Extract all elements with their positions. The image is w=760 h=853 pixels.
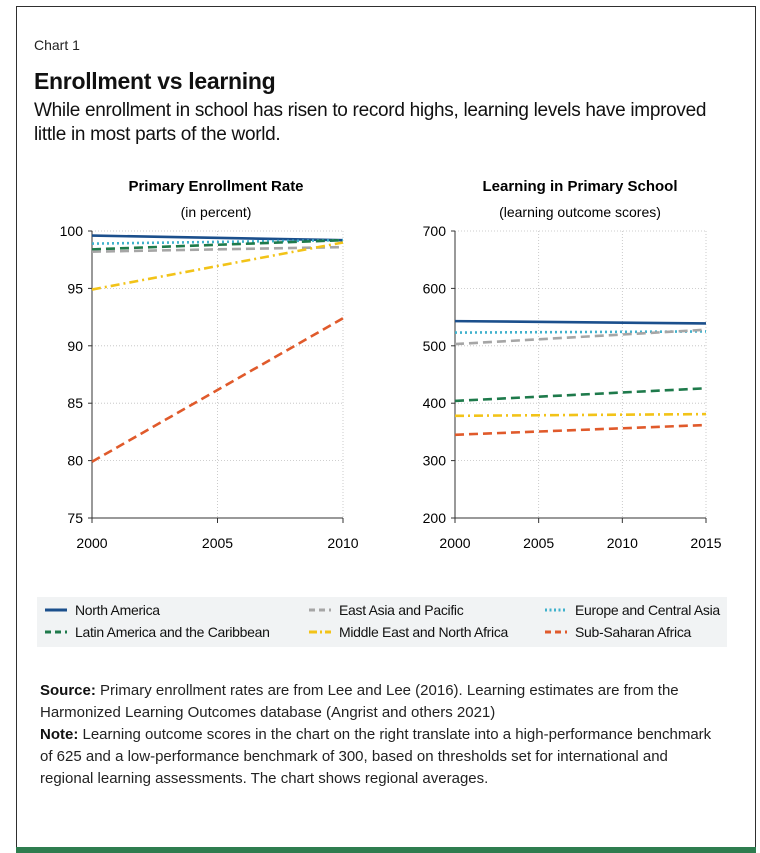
chart-panel-1: Primary Enrollment Rate (in percent) 75 80 8… xyxy=(60,178,359,551)
y-tick-label: 95 xyxy=(67,280,83,296)
legend-item-north-america: North America xyxy=(45,601,160,619)
legend-item-middle-east: Middle East and North Africa xyxy=(309,623,508,641)
legend-item-sub-saharan: Sub-Saharan Africa xyxy=(545,623,691,641)
panel-subtitle: (in percent) xyxy=(181,204,252,220)
y-tick-label: 90 xyxy=(67,338,83,354)
legend-item-latin-america: Latin America and the Caribbean xyxy=(45,623,270,641)
y-tick-label: 80 xyxy=(67,453,83,469)
legend-label: North America xyxy=(75,602,160,618)
y-tick-label: 600 xyxy=(423,280,447,296)
chart-title: Enrollment vs learning xyxy=(34,68,276,94)
legend-item-europe: Europe and Central Asia xyxy=(545,601,720,619)
legend-swatch xyxy=(545,630,567,634)
y-tick-label: 85 xyxy=(67,395,83,411)
legend: North America Latin America and the Carib… xyxy=(37,597,727,647)
x-tick-label: 2000 xyxy=(76,535,107,551)
x-tick-label: 2005 xyxy=(202,535,233,551)
legend-swatch xyxy=(309,630,331,634)
x-tick-label: 2000 xyxy=(439,535,470,551)
series-line-europe xyxy=(91,238,344,245)
notes: Source: Primary enrollment rates are fro… xyxy=(40,680,720,790)
series-line-middle-east xyxy=(454,412,707,418)
chart-frame xyxy=(16,6,756,849)
y-tick-label: 400 xyxy=(423,395,447,411)
legend-label: Middle East and North Africa xyxy=(339,624,509,640)
x-tick-label: 2005 xyxy=(523,535,554,551)
legend-swatch xyxy=(45,630,67,634)
panel-title: Primary Enrollment Rate xyxy=(128,178,303,195)
legend-label: Latin America and the Caribbean xyxy=(75,624,270,640)
charts-area: Primary Enrollment Rate (in percent) 75 80 8… xyxy=(60,178,722,551)
series-line-europe xyxy=(454,330,707,334)
x-tick-label: 2010 xyxy=(607,535,638,551)
chart-subtitle: While enrollment in school has risen to … xyxy=(34,100,707,145)
legend-swatch xyxy=(545,608,567,612)
panel-subtitle: (learning outcome scores) xyxy=(499,204,661,220)
y-tick-label: 300 xyxy=(423,453,447,469)
legend-label: Sub-Saharan Africa xyxy=(575,624,692,640)
series-line-middle-east xyxy=(91,241,344,291)
legend-item-east-asia: East Asia and Pacific xyxy=(309,601,464,619)
x-tick-label: 2010 xyxy=(327,535,358,551)
series-line-north-america xyxy=(91,234,344,242)
series-line-north-america xyxy=(454,319,707,325)
legend-swatch xyxy=(309,608,331,612)
note-text: Learning outcome scores in the chart on … xyxy=(40,726,712,787)
y-tick-label: 75 xyxy=(67,510,83,526)
chart-number: Chart 1 xyxy=(34,37,80,53)
panel-title: Learning in Primary School xyxy=(482,178,677,195)
series-line-sub-saharan xyxy=(91,317,344,463)
series-line-sub-saharan xyxy=(454,423,707,437)
note-label: Note: xyxy=(40,726,79,743)
legend-label: East Asia and Pacific xyxy=(339,602,464,618)
source-label: Source: xyxy=(40,682,96,699)
y-tick-label: 700 xyxy=(423,223,447,239)
legend-label: Europe and Central Asia xyxy=(575,602,720,618)
x-tick-label: 2015 xyxy=(690,535,721,551)
source-text: Primary enrollment rates are from Lee an… xyxy=(40,682,679,721)
bottom-accent-bar xyxy=(16,847,756,853)
legend-swatch xyxy=(45,608,67,612)
y-tick-label: 500 xyxy=(423,338,447,354)
series-line-latin-america xyxy=(454,386,707,403)
chart-panel-2: Learning in Primary School (learning outc… xyxy=(423,178,722,551)
y-tick-label: 100 xyxy=(60,223,84,239)
y-tick-label: 200 xyxy=(423,510,447,526)
